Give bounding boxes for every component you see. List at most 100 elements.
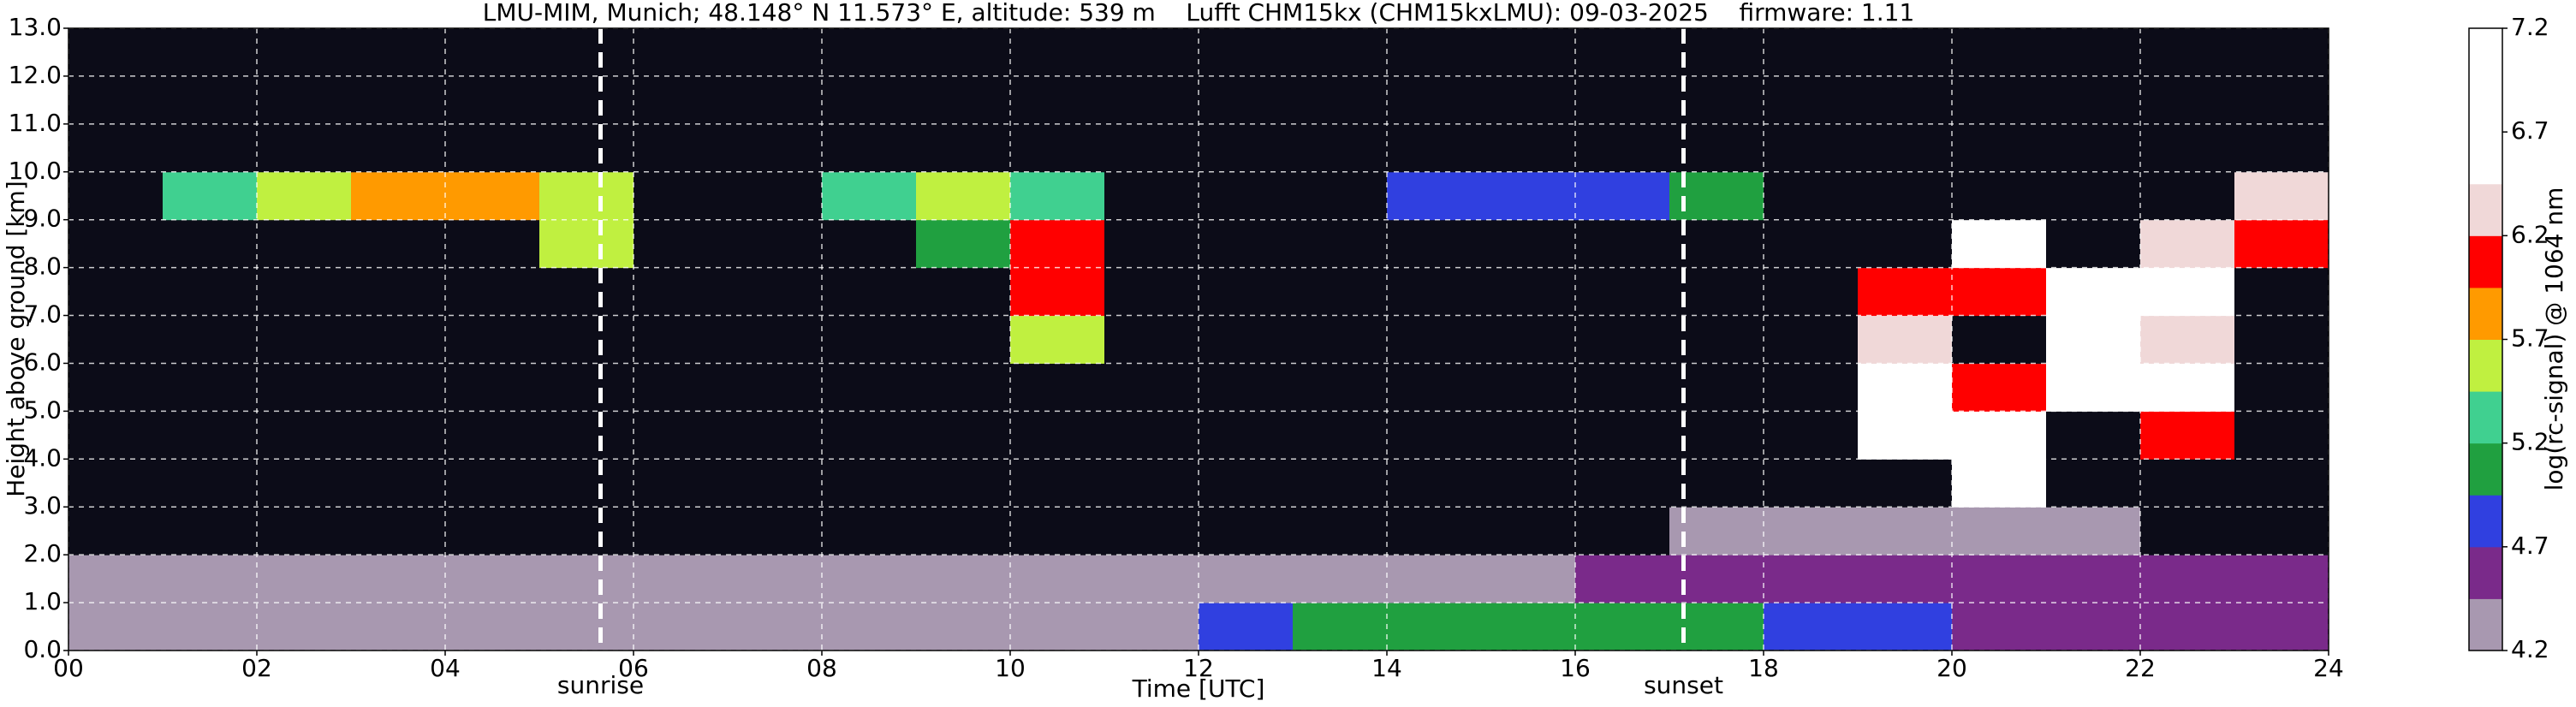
heatmap-cell (916, 555, 1011, 603)
heatmap-cell (822, 603, 917, 651)
heatmap-cell (1010, 315, 1105, 364)
heatmap-cell (1293, 363, 1388, 412)
heatmap-cell (1764, 555, 1859, 603)
heatmap-cell (68, 171, 164, 221)
heatmap-cell (1387, 123, 1482, 173)
heatmap-cell (1387, 219, 1482, 269)
heatmap-cell (822, 28, 917, 77)
heatmap-cell (1481, 123, 1576, 173)
heatmap-cell (1199, 555, 1294, 603)
heatmap-cell (68, 123, 164, 173)
plot-frame (68, 27, 2329, 651)
heatmap-cell (822, 411, 917, 460)
heatmap-cell (634, 411, 729, 460)
heatmap-cell (2140, 555, 2235, 603)
heatmap-cell (728, 75, 823, 125)
heatmap-cell (916, 507, 1011, 556)
heatmap-cell (1952, 459, 2047, 508)
heatmap-cell (1387, 603, 1482, 651)
heatmap-cell (68, 267, 164, 317)
heatmap-cell (68, 219, 164, 269)
heatmap-cell (539, 459, 634, 508)
colorbar-segment (2469, 598, 2502, 651)
heatmap-cell (1010, 363, 1105, 412)
heatmap-cell (728, 123, 823, 173)
heatmap-cell (2234, 171, 2329, 221)
heatmap-cell (1010, 411, 1105, 460)
heatmap-cell (1764, 75, 1859, 125)
heatmap-cell (68, 603, 164, 651)
heatmap-cell (1199, 171, 1294, 221)
heatmap-cell (2046, 411, 2141, 460)
y-tick-label: 4.0 (23, 443, 62, 472)
heatmap-cell (1010, 123, 1105, 173)
heatmap-cell (257, 171, 352, 221)
heatmap-cell (1952, 555, 2047, 603)
heatmap-cell (257, 603, 352, 651)
heatmap-cell (539, 267, 634, 317)
heatmap-cell (1481, 219, 1576, 269)
heatmap-cell (916, 123, 1011, 173)
heatmap-cell (916, 75, 1011, 125)
heatmap-cell (351, 507, 446, 556)
heatmap-cell (634, 171, 729, 221)
heatmap-cell (1293, 315, 1388, 364)
heatmap-cell (1481, 459, 1576, 508)
heatmap-cell (445, 267, 540, 317)
colorbar-segment (2469, 287, 2502, 340)
colorbar-segment (2469, 183, 2502, 236)
annotation-label: sunrise (557, 671, 644, 699)
heatmap-cell (1104, 603, 1199, 651)
heatmap-cell (1764, 171, 1859, 221)
heatmap-cell (1858, 171, 1953, 221)
heatmap-cell (822, 315, 917, 364)
y-tick-label: 2.0 (23, 539, 62, 567)
heatmap-cell (1010, 267, 1105, 317)
heatmap-cell (1575, 411, 1670, 460)
heatmap-cell (1858, 267, 1953, 317)
heatmap-cell (351, 171, 446, 221)
x-tick-label: 00 (53, 654, 84, 682)
heatmap-cell (1104, 411, 1199, 460)
heatmap-cell (1858, 507, 1953, 556)
heatmap-cell (257, 555, 352, 603)
x-tick-label: 04 (430, 654, 461, 682)
colorbar-tick-label: 5.7 (2511, 324, 2549, 353)
heatmap-cell (68, 28, 164, 77)
heatmap-cell (257, 411, 352, 460)
heatmap-cell (1387, 411, 1482, 460)
colorbar-tick-label: 6.7 (2511, 116, 2549, 145)
heatmap-cell (351, 363, 446, 412)
heatmap-cell (257, 28, 352, 77)
heatmap-cell (1952, 363, 2047, 412)
heatmap-cell (163, 75, 258, 125)
heatmap-cell (1858, 411, 1953, 460)
heatmap-cell (539, 555, 634, 603)
x-tick-label: 16 (1560, 654, 1591, 682)
heatmap-cell (1104, 507, 1199, 556)
heatmap-cell (163, 123, 258, 173)
heatmap-cell (2046, 507, 2141, 556)
heatmap-cell (2234, 315, 2329, 364)
heatmap-cell (539, 171, 634, 221)
heatmap-cell (1481, 507, 1576, 556)
colorbar-tick-label: 7.2 (2511, 13, 2549, 41)
colorbar-tick-label: 5.2 (2511, 428, 2549, 456)
heatmap-cell (1104, 555, 1199, 603)
heatmap-cell (1858, 123, 1953, 173)
heatmap-cell (68, 555, 164, 603)
heatmap-cell (1199, 267, 1294, 317)
heatmap-cell (2234, 363, 2329, 412)
heatmap-cell (1104, 219, 1199, 269)
heatmap-cell (2046, 75, 2141, 125)
heatmap-cell (1764, 28, 1859, 77)
heatmap-cell (163, 28, 258, 77)
heatmap-cell (351, 219, 446, 269)
heatmap-cell (1010, 507, 1105, 556)
heatmap-cell (1481, 363, 1576, 412)
heatmap-cell (728, 363, 823, 412)
heatmap-cell (539, 603, 634, 651)
y-tick-label: 3.0 (23, 491, 62, 520)
heatmap-cell (2140, 363, 2235, 412)
heatmap-cell (68, 75, 164, 125)
